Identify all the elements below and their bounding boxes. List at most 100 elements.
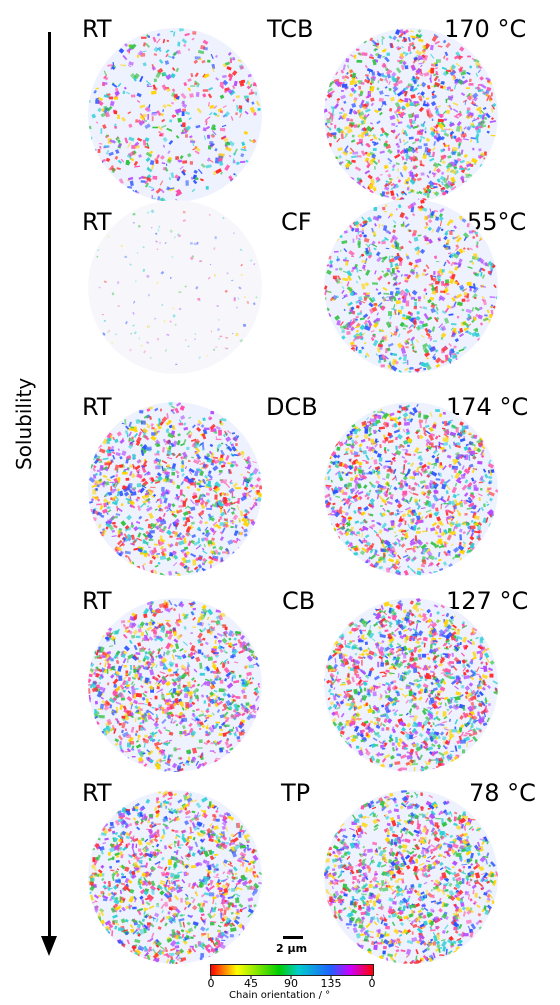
orientation-speckle — [182, 516, 187, 521]
orientation-speckle — [390, 190, 395, 197]
orientation-speckle — [419, 466, 422, 468]
orientation-speckle — [352, 109, 358, 115]
orientation-speckle — [333, 511, 337, 515]
orientation-speckle — [453, 84, 457, 90]
orientation-speckle — [408, 98, 413, 103]
orientation-speckle — [385, 487, 390, 494]
orientation-speckle — [485, 501, 489, 503]
orientation-speckle — [208, 86, 214, 91]
orientation-speckle — [208, 555, 214, 561]
orientation-speckle — [379, 192, 384, 198]
orientation-speckle — [450, 185, 457, 191]
orientation-speckle — [199, 485, 205, 487]
orientation-speckle — [174, 541, 179, 547]
orientation-speckle — [361, 332, 366, 337]
orientation-speckle — [384, 186, 390, 191]
orientation-speckle — [118, 552, 122, 557]
orientation-speckle — [127, 556, 132, 562]
orientation-speckle — [450, 181, 456, 185]
orientation-speckle — [443, 429, 450, 435]
orientation-speckle — [212, 126, 217, 131]
orientation-speckle — [416, 570, 422, 576]
orientation-speckle — [430, 470, 438, 477]
orientation-speckle — [215, 438, 222, 441]
orientation-speckle — [334, 522, 340, 528]
orientation-speckle — [377, 414, 382, 420]
orientation-speckle — [431, 284, 436, 291]
orientation-speckle — [332, 502, 336, 506]
orientation-speckle — [365, 269, 371, 276]
orientation-speckle — [127, 142, 131, 148]
orientation-speckle — [213, 247, 216, 250]
orientation-speckle — [361, 185, 366, 190]
orientation-speckle — [432, 162, 440, 168]
orientation-speckle — [204, 531, 211, 538]
orientation-speckle — [238, 517, 242, 523]
orientation-speckle — [383, 142, 389, 147]
orientation-speckle — [192, 148, 195, 151]
orientation-speckle — [427, 461, 432, 466]
orientation-speckle — [115, 149, 120, 154]
orientation-speckle — [152, 493, 157, 497]
orientation-speckle — [455, 444, 461, 449]
orientation-speckle — [363, 506, 369, 512]
orientation-speckle — [165, 489, 170, 495]
orientation-speckle — [363, 292, 367, 295]
orientation-speckle — [472, 480, 477, 485]
orientation-speckle — [479, 237, 483, 241]
orientation-speckle — [390, 244, 396, 249]
orientation-speckle — [445, 96, 451, 102]
orientation-speckle — [226, 445, 233, 452]
orientation-speckle — [180, 131, 187, 135]
orientation-speckle — [102, 481, 105, 488]
orientation-speckle — [187, 87, 192, 92]
orientation-speckle — [376, 42, 380, 46]
orientation-speckle — [111, 535, 117, 538]
orientation-speckle — [399, 138, 402, 144]
orientation-speckle — [332, 106, 335, 113]
orientation-speckle — [404, 520, 407, 526]
orientation-speckle — [187, 459, 191, 463]
orientation-speckle — [398, 260, 403, 267]
orientation-speckle — [405, 253, 408, 257]
orientation-speckle — [419, 163, 425, 167]
orientation-speckle — [350, 545, 357, 549]
orientation-speckle — [154, 570, 158, 575]
orientation-speckle — [147, 546, 151, 549]
orientation-speckle — [357, 427, 362, 432]
orientation-speckle — [362, 129, 369, 135]
orientation-speckle — [376, 347, 381, 353]
orientation-speckle — [477, 508, 481, 513]
orientation-speckle — [401, 496, 405, 502]
orientation-speckle — [352, 336, 359, 342]
orientation-speckle — [431, 118, 434, 121]
orientation-speckle — [146, 341, 150, 344]
orientation-speckle — [176, 495, 181, 499]
orientation-speckle — [415, 33, 422, 39]
orientation-speckle — [145, 488, 151, 494]
orientation-speckle — [435, 409, 440, 413]
orientation-speckle — [197, 563, 203, 569]
orientation-speckle — [409, 178, 416, 185]
orientation-speckle — [177, 41, 181, 47]
orientation-speckle — [192, 31, 197, 35]
orientation-speckle — [228, 74, 233, 82]
orientation-speckle — [360, 142, 364, 147]
orientation-speckle — [238, 105, 243, 110]
orientation-speckle — [180, 480, 185, 486]
orientation-speckle — [326, 255, 332, 260]
orientation-speckle — [152, 86, 158, 91]
orientation-speckle — [184, 546, 189, 550]
orientation-speckle — [232, 152, 236, 156]
orientation-speckle — [347, 160, 353, 166]
orientation-speckle — [142, 246, 145, 249]
orientation-speckle — [184, 506, 189, 510]
orientation-speckle — [373, 561, 380, 568]
orientation-speckle — [453, 506, 457, 510]
orientation-speckle — [178, 307, 182, 311]
orientation-speckle — [199, 260, 202, 263]
orientation-speckle — [435, 445, 438, 450]
orientation-speckle — [375, 288, 379, 291]
orientation-speckle — [118, 477, 120, 483]
orientation-speckle — [419, 248, 426, 255]
